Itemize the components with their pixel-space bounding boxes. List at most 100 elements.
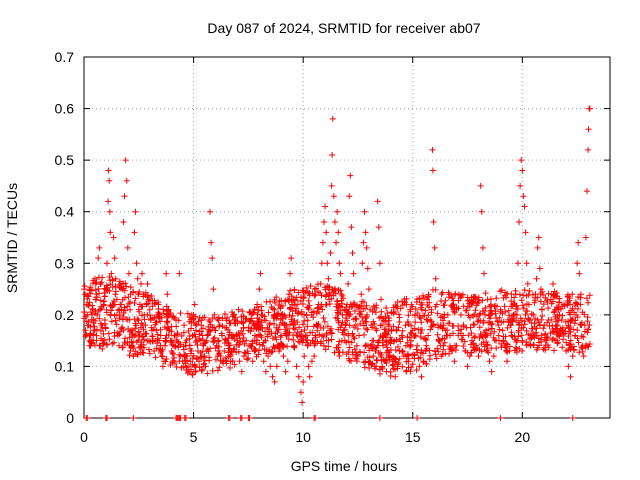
data-point xyxy=(127,299,134,306)
data-point xyxy=(440,302,447,309)
data-point xyxy=(363,325,370,332)
data-point xyxy=(126,316,133,323)
data-point xyxy=(484,342,491,349)
data-point xyxy=(271,314,278,321)
data-point xyxy=(501,342,508,349)
data-point xyxy=(346,344,353,351)
data-point xyxy=(512,336,519,343)
data-point xyxy=(198,322,205,329)
data-point xyxy=(305,363,312,370)
data-point xyxy=(214,338,221,345)
data-point xyxy=(279,302,286,309)
data-point xyxy=(562,328,569,335)
data-point xyxy=(369,337,376,344)
data-point xyxy=(287,270,294,277)
data-point xyxy=(337,270,344,277)
zero-point xyxy=(376,415,383,421)
data-point xyxy=(479,244,486,251)
data-point xyxy=(361,331,368,338)
data-point xyxy=(410,333,417,340)
data-point xyxy=(126,352,133,359)
data-point xyxy=(96,244,103,251)
data-point xyxy=(249,310,256,317)
data-point xyxy=(189,332,196,339)
data-point xyxy=(255,307,262,314)
data-point xyxy=(140,333,147,340)
data-point xyxy=(471,311,478,318)
data-point xyxy=(83,301,90,308)
data-point xyxy=(414,342,421,349)
data-point xyxy=(211,311,218,318)
data-point xyxy=(518,325,525,332)
data-point xyxy=(247,318,254,325)
data-point xyxy=(463,307,470,314)
data-point xyxy=(185,327,192,334)
data-point xyxy=(565,363,572,370)
data-point xyxy=(89,302,96,309)
data-point xyxy=(128,327,135,334)
data-point xyxy=(486,358,493,365)
data-point xyxy=(556,333,563,340)
data-point xyxy=(313,322,320,329)
data-point xyxy=(373,356,380,363)
data-point xyxy=(313,310,320,317)
data-point xyxy=(363,244,370,251)
data-point xyxy=(412,319,419,326)
data-point xyxy=(553,322,560,329)
data-point xyxy=(207,208,214,215)
data-point xyxy=(293,363,300,370)
data-point xyxy=(310,337,317,344)
data-point xyxy=(339,300,346,307)
data-point xyxy=(493,345,500,352)
data-point xyxy=(265,309,272,316)
data-point xyxy=(269,335,276,342)
data-point xyxy=(383,344,390,351)
data-point xyxy=(82,327,89,334)
data-point xyxy=(476,311,483,318)
data-point xyxy=(294,319,301,326)
data-point xyxy=(409,303,416,310)
data-point xyxy=(272,299,279,306)
data-point xyxy=(140,344,147,351)
data-point xyxy=(441,339,448,346)
data-point xyxy=(254,318,261,325)
data-point xyxy=(291,342,298,349)
data-point xyxy=(401,296,408,303)
data-point xyxy=(389,362,396,369)
data-point xyxy=(86,332,93,339)
data-point xyxy=(405,364,412,371)
data-point xyxy=(390,358,397,365)
data-point xyxy=(487,301,494,308)
data-point xyxy=(320,219,327,226)
data-point xyxy=(470,321,477,328)
data-point xyxy=(422,347,429,354)
data-point xyxy=(314,323,321,330)
data-point xyxy=(104,260,111,267)
data-point xyxy=(93,332,100,339)
data-point xyxy=(457,311,464,318)
data-point xyxy=(427,317,434,324)
data-point xyxy=(149,333,156,340)
data-point xyxy=(313,285,320,292)
data-point xyxy=(358,291,365,298)
data-point xyxy=(178,333,185,340)
data-point xyxy=(522,229,529,236)
data-point xyxy=(339,311,346,318)
data-point xyxy=(108,307,115,314)
data-point xyxy=(478,208,485,215)
data-point xyxy=(194,342,201,349)
data-point xyxy=(151,347,158,354)
data-point xyxy=(240,353,247,360)
data-point xyxy=(422,336,429,343)
data-point xyxy=(160,306,167,313)
data-point xyxy=(483,346,490,353)
data-point xyxy=(486,315,493,322)
data-point xyxy=(416,313,423,320)
data-point xyxy=(187,358,194,365)
data-point xyxy=(376,260,383,267)
data-point xyxy=(249,358,256,365)
data-point xyxy=(124,244,131,251)
data-point xyxy=(320,333,327,340)
data-point xyxy=(345,338,352,345)
data-point xyxy=(531,299,538,306)
